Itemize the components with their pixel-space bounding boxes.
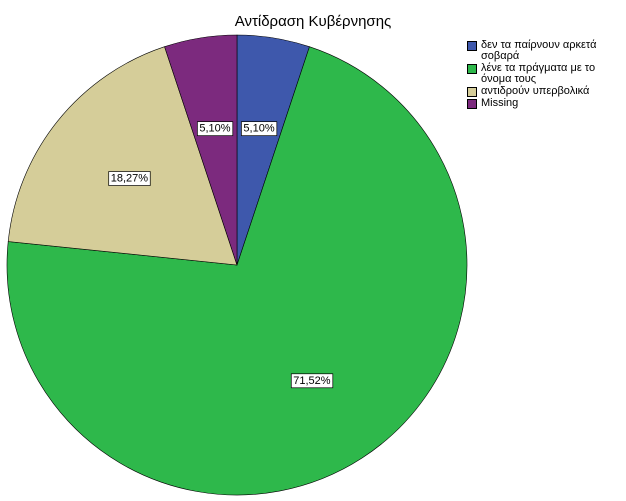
data-label-box — [290, 373, 334, 389]
legend-swatch — [467, 64, 477, 74]
legend-swatch — [467, 87, 477, 97]
legend-item: Missing — [467, 98, 607, 109]
data-label: 71,52% — [293, 375, 331, 387]
data-label: 5,10% — [199, 123, 230, 135]
legend-swatch — [467, 41, 477, 51]
data-label-box — [241, 121, 278, 137]
legend-item: λένε τα πράγματα με το όνομα τους — [467, 63, 607, 85]
legend-item: αντιδρούν υπερβολικά — [467, 86, 607, 97]
pie-slice — [6, 46, 468, 496]
legend-label: αντιδρούν υπερβολικά — [481, 85, 590, 97]
legend-label: δεν τα παίρνουν αρκετά σοβαρά — [481, 39, 597, 62]
legend-swatch — [467, 99, 477, 109]
data-label: 5,10% — [243, 123, 274, 135]
pie-slice — [164, 34, 238, 266]
data-label-box — [108, 171, 151, 186]
data-label-box — [197, 121, 234, 137]
data-label: 18,27% — [111, 173, 149, 185]
legend-item: δεν τα παίρνουν αρκετά σοβαρά — [467, 40, 607, 62]
legend-label: Missing — [481, 97, 519, 109]
pie-slice — [7, 46, 238, 266]
legend-label: λένε τα πράγματα με το όνομα τους — [481, 62, 596, 85]
legend: δεν τα παίρνουν αρκετά σοβαρά λένε τα πρά… — [467, 40, 607, 110]
chart-title: Αντίδραση Κυβέρνησης — [235, 13, 392, 30]
